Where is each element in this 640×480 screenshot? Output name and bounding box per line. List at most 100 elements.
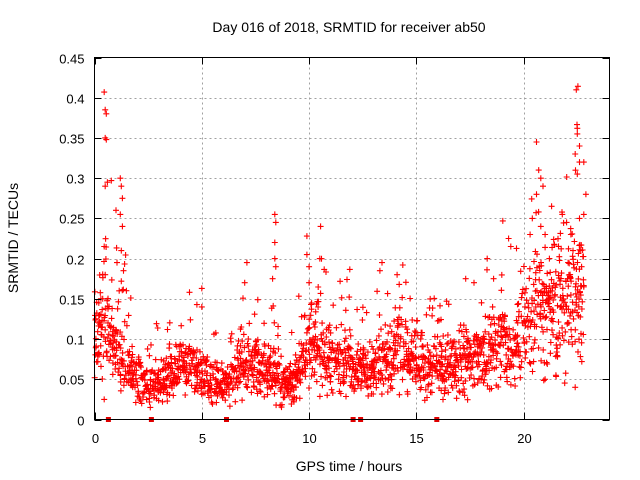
data-point [412, 329, 419, 336]
data-point [238, 348, 245, 355]
data-point [370, 364, 377, 371]
data-point [384, 338, 391, 345]
data-point [417, 377, 424, 384]
data-point [461, 386, 468, 393]
data-point [271, 390, 278, 397]
data-point [513, 245, 520, 252]
data-point [348, 373, 355, 380]
data-point [245, 376, 252, 383]
data-point [243, 357, 250, 363]
y-tick-label: 0.2 [66, 253, 84, 268]
data-point [366, 338, 373, 345]
data-point [171, 355, 178, 362]
data-point [572, 338, 579, 345]
data-point [157, 389, 164, 396]
data-point [265, 358, 272, 365]
data-point [126, 348, 133, 355]
data-point [101, 89, 108, 96]
data-point [241, 367, 247, 374]
data-point [234, 384, 241, 391]
data-point [358, 378, 365, 385]
data-point [490, 275, 497, 282]
data-point [188, 382, 195, 389]
data-point [319, 382, 326, 389]
data-point [496, 315, 503, 322]
data-point [531, 297, 538, 304]
data-point [311, 346, 318, 353]
data-point [562, 370, 569, 377]
data-point [108, 177, 115, 184]
data-point [166, 391, 173, 398]
data-point [118, 183, 125, 190]
data-point [308, 306, 315, 313]
data-point [485, 331, 492, 338]
data-point [474, 380, 481, 386]
data-point [237, 378, 244, 385]
data-point [572, 167, 579, 174]
data-point [129, 343, 136, 350]
data-point [498, 287, 505, 294]
data-point [116, 287, 123, 294]
data-point [120, 267, 127, 274]
data-point [558, 270, 565, 277]
data-point [160, 377, 167, 384]
data-point [267, 353, 274, 360]
data-point [146, 352, 153, 359]
data-point [110, 333, 117, 340]
data-point [520, 263, 527, 270]
data-point [263, 363, 270, 370]
data-point [186, 289, 193, 296]
data-point [346, 266, 353, 273]
data-point [552, 268, 559, 275]
chart-title: Day 016 of 2018, SRMTID for receiver ab5… [212, 19, 485, 35]
data-point [281, 368, 288, 375]
data-point [198, 384, 205, 391]
data-point [523, 285, 530, 292]
data-point [144, 345, 151, 352]
data-point [135, 388, 142, 395]
data-point [490, 314, 497, 321]
data-point [389, 385, 396, 392]
data-point [276, 362, 283, 368]
data-point [379, 259, 385, 266]
data-point [204, 354, 211, 360]
data-point [121, 261, 128, 267]
data-point [552, 372, 559, 379]
data-point [551, 241, 558, 248]
data-point [380, 380, 387, 387]
data-point [540, 346, 547, 353]
data-point [251, 311, 258, 318]
data-point [188, 357, 195, 364]
data-point [518, 358, 525, 365]
data-point [312, 356, 319, 363]
data-point [132, 361, 139, 368]
data-point [575, 250, 582, 257]
data-point [430, 353, 437, 360]
data-point [163, 383, 170, 390]
data-point [453, 395, 460, 402]
data-point [418, 384, 425, 391]
data-point [431, 295, 438, 302]
data-point [527, 360, 534, 367]
x-axis-title: GPS time / hours [296, 458, 403, 474]
data-point [466, 340, 473, 347]
data-point [388, 359, 395, 366]
data-point [426, 369, 433, 376]
data-point [517, 268, 524, 275]
data-point [341, 378, 348, 385]
data-point [432, 345, 439, 352]
data-point [271, 239, 278, 246]
data-point [478, 299, 485, 306]
data-point [303, 329, 310, 336]
data-point [309, 365, 316, 372]
data-point [506, 331, 513, 338]
data-point [164, 373, 171, 380]
data-point [328, 386, 335, 393]
data-point [251, 364, 258, 371]
data-point [198, 391, 205, 398]
data-point [557, 230, 564, 237]
data-point [338, 294, 345, 301]
data-point [452, 345, 459, 352]
data-point [164, 398, 171, 405]
data-point [394, 347, 401, 354]
